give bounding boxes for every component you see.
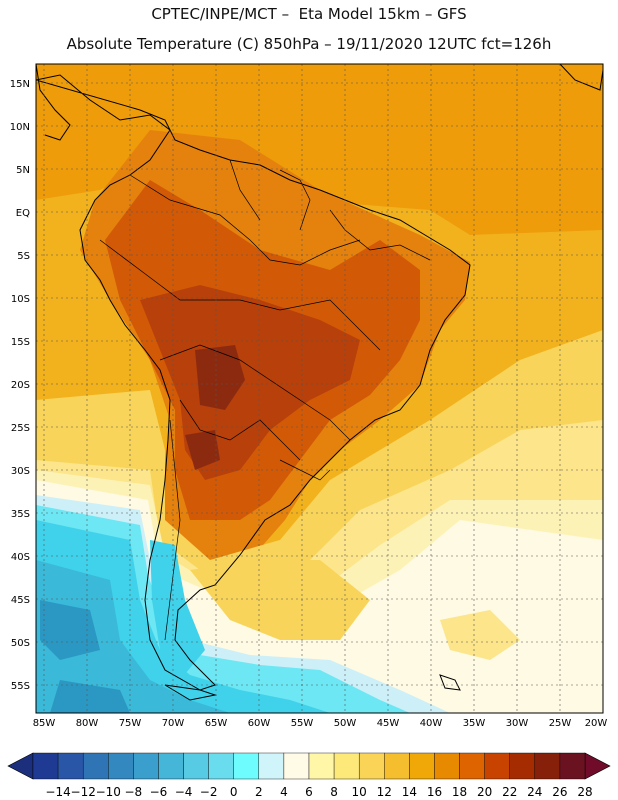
lat-label: 25S [11,423,30,434]
colorbar-label: 8 [330,785,338,799]
land-core-field [140,285,360,480]
colorbar-swatch [32,752,59,780]
colorbar-label: 28 [577,785,592,799]
lat-label: 10N [10,122,30,133]
lat-label: 15S [11,337,30,348]
lon-label: 80W [76,718,99,729]
colorbar-swatch [233,752,260,780]
colorbar-label: 18 [452,785,467,799]
colorbar-swatch [57,752,84,780]
colorbar-swatch [358,752,385,780]
lat-label: 35S [11,509,30,520]
lon-label: 85W [33,718,56,729]
warm-spot-south [440,610,520,660]
colorbar-label: 2 [255,785,263,799]
colorbar-swatch [559,752,586,780]
core-max-field [195,345,245,410]
colorbar-label: 6 [305,785,313,799]
lon-label: 40W [420,718,443,729]
colorbar-label: −4 [175,785,193,799]
lon-label: 20W [585,718,608,729]
colorbar-swatch [509,752,536,780]
lat-label: 5S [17,251,30,262]
lon-label: 75W [119,718,142,729]
colorbar-label: −6 [150,785,168,799]
warm-plume-south [190,560,370,640]
lon-label: 70W [162,718,185,729]
lat-label: 10S [11,294,30,305]
lon-label: 65W [205,718,228,729]
colorbar-swatch [82,752,109,780]
colorbar-swatch [333,752,360,780]
colorbar-label: 20 [477,785,492,799]
colorbar-label: −14 [45,785,70,799]
colorbar-label: −2 [200,785,218,799]
colorbar-below-arrow [7,752,34,780]
country-borders [99,159,431,641]
lat-label: 55S [11,681,30,692]
map-title: CPTEC/INPE/MCT – Eta Model 15km – GFS [151,5,467,23]
lat-label: 50S [11,638,30,649]
colorbar-swatch [108,752,134,780]
lat-label: 5N [16,165,30,176]
lon-label: 35W [463,718,486,729]
colorbar-swatch [434,752,460,780]
colorbar-label: −8 [125,785,143,799]
map-frame [35,63,604,714]
colorbar-label: 0 [230,785,238,799]
colorbar-swatch [459,752,485,780]
colorbar-label: −12 [71,785,96,799]
colorbar: −14 −12 −10 −8 −6 −4 −2 0 2 4 6 8 10 12 14 16 18 20 22 24 26… [7,752,611,799]
coastlines [36,64,603,701]
lat-label: 30S [11,466,30,477]
colorbar-swatch [258,752,285,780]
colorbar-swatch [384,752,410,780]
colorbar-label: 10 [352,785,367,799]
lon-label: 30W [506,718,529,729]
colorbar-swatch [534,752,561,780]
lon-label: 25W [549,718,572,729]
deep-teal-patch-1 [40,600,100,660]
lat-label: 40S [11,552,30,563]
colorbar-label: −10 [96,785,121,799]
colorbar-label: 4 [280,785,288,799]
map-subtitle: Absolute Temperature (C) 850hPa – 19/11/… [66,35,552,53]
lon-label: 50W [334,718,357,729]
graticule [36,64,603,713]
colorbar-swatch [308,752,335,780]
lon-label: 55W [291,718,314,729]
longitude-axis: 85W 80W 75W 70W 65W 60W 55W 50W 45W 40W … [33,718,608,729]
latitude-axis: 15N 10N 5N EQ 5S 10S 15S 20S 25S 30S 35S… [10,79,30,692]
colorbar-swatch [208,752,234,780]
ocean-hot-band [36,64,603,235]
lon-label: 45W [377,718,400,729]
colorbar-swatch [183,752,209,780]
lat-label: 45S [11,595,30,606]
colorbar-label: 12 [377,785,392,799]
deep-teal-patch-2 [50,680,130,713]
colorbar-label: 16 [427,785,442,799]
colorbar-swatch [409,752,435,780]
colorbar-label: 24 [527,785,542,799]
colorbar-swatch [133,752,159,780]
colorbar-swatch [283,752,310,780]
colorbar-label: 26 [552,785,567,799]
colorbar-label: 22 [502,785,517,799]
temperature-field [36,64,603,713]
teal-band [36,560,230,713]
core-max-south [185,430,220,470]
lat-label: EQ [16,208,30,219]
colorbar-above-arrow [584,752,611,780]
colorbar-label: 14 [402,785,417,799]
lat-label: 20S [11,380,30,391]
lat-label: 15N [10,79,30,90]
colorbar-swatch [484,752,510,780]
colorbar-swatch [158,752,184,780]
lon-label: 60W [248,718,271,729]
